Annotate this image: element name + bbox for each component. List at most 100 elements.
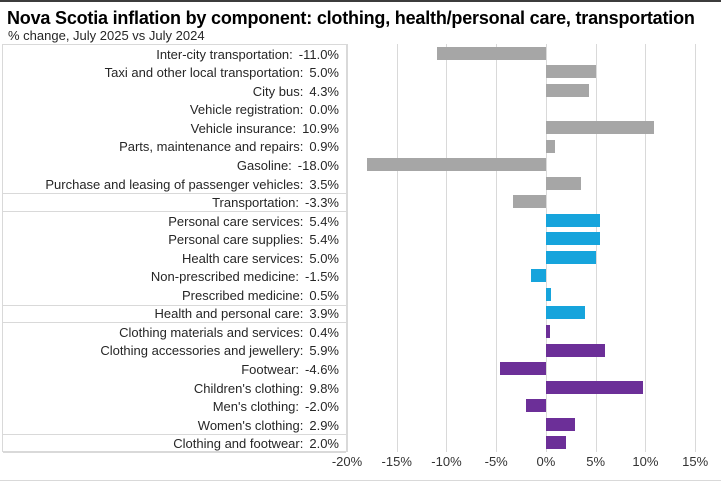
category-row-non-prescribed-medicine: Non-prescribed medicine: -1.5% bbox=[3, 268, 346, 287]
category-label: Prescribed medicine: bbox=[181, 287, 304, 303]
category-label: Health care services: bbox=[181, 250, 304, 266]
x-axis-tick: 15% bbox=[682, 454, 709, 469]
category-row-parts-maintenance-and-repairs: Parts, maintenance and repairs: 0.9% bbox=[3, 138, 346, 157]
bar-inter-city-transportation bbox=[436, 46, 546, 60]
category-value: 5.9% bbox=[309, 343, 339, 359]
category-label: Inter-city transportation: bbox=[156, 46, 293, 62]
category-value: 9.8% bbox=[309, 380, 339, 396]
category-value: 4.3% bbox=[309, 83, 339, 99]
bar-personal-care-services bbox=[545, 213, 600, 227]
category-label: Gasoline: bbox=[236, 158, 292, 174]
category-value: 5.0% bbox=[309, 250, 339, 266]
gridline-0% bbox=[545, 44, 547, 452]
bar-women-s-clothing bbox=[545, 417, 575, 431]
chart-subtitle: % change, July 2025 vs July 2024 bbox=[8, 28, 205, 43]
bar-health-and-personal-care bbox=[545, 306, 585, 320]
bar-clothing-materials-and-services bbox=[545, 324, 550, 338]
category-row-purchase-and-leasing-of-passenger-vehicles: Purchase and leasing of passenger vehicl… bbox=[3, 175, 346, 194]
bar-gasoline bbox=[366, 158, 546, 172]
category-row-taxi-and-other-local-transportation: Taxi and other local transportation: 5.0% bbox=[3, 64, 346, 83]
bar-purchase-and-leasing-of-passenger-vehicles bbox=[545, 176, 581, 190]
category-label: Children's clothing: bbox=[193, 380, 304, 396]
category-row-children-s-clothing: Children's clothing: 9.8% bbox=[3, 379, 346, 398]
category-row-city-bus: City bus: 4.3% bbox=[3, 82, 346, 101]
bar-city-bus bbox=[545, 83, 589, 97]
x-axis-tick: 10% bbox=[632, 454, 659, 469]
category-label: Purchase and leasing of passenger vehicl… bbox=[45, 176, 304, 192]
category-value: 3.5% bbox=[309, 176, 339, 192]
category-value: -4.6% bbox=[305, 362, 339, 378]
category-label: Health and personal care: bbox=[154, 306, 304, 322]
gridline--5% bbox=[496, 44, 498, 452]
category-value: 5.4% bbox=[309, 213, 339, 229]
bar-clothing-and-footwear bbox=[545, 436, 566, 450]
category-value: 3.9% bbox=[309, 306, 339, 322]
bar-vehicle-insurance bbox=[545, 120, 655, 134]
gridline-5% bbox=[595, 44, 597, 452]
category-label: Taxi and other local transportation: bbox=[104, 65, 304, 81]
category-label: Vehicle registration: bbox=[189, 102, 304, 118]
category-row-inter-city-transportation: Inter-city transportation: -11.0% bbox=[3, 45, 346, 64]
category-labels-box: Inter-city transportation: -11.0% Taxi and… bbox=[2, 44, 347, 453]
category-value: 5.0% bbox=[309, 65, 339, 81]
bar-clothing-accessories-and-jewellery bbox=[545, 343, 605, 357]
category-row-clothing-materials-and-services: Clothing materials and services: 0.4% bbox=[3, 323, 346, 342]
category-row-vehicle-insurance: Vehicle insurance: 10.9% bbox=[3, 119, 346, 138]
category-label: Vehicle insurance: bbox=[190, 120, 297, 136]
category-value: 0.0% bbox=[309, 102, 339, 118]
category-label: Footwear: bbox=[241, 362, 300, 378]
gridline--15% bbox=[396, 44, 398, 452]
bar-health-care-services bbox=[545, 250, 596, 264]
category-row-clothing-accessories-and-jewellery: Clothing accessories and jewellery: 5.9% bbox=[3, 342, 346, 361]
category-row-personal-care-services: Personal care services: 5.4% bbox=[3, 212, 346, 231]
category-label: Men's clothing: bbox=[212, 399, 300, 415]
category-row-footwear: Footwear: -4.6% bbox=[3, 360, 346, 379]
category-value: -18.0% bbox=[297, 158, 339, 174]
x-axis-tick: -5% bbox=[484, 454, 508, 469]
plot-area bbox=[347, 44, 719, 452]
bar-transportation bbox=[513, 195, 546, 209]
category-row-health-care-services: Health care services: 5.0% bbox=[3, 249, 346, 268]
category-value: 5.4% bbox=[309, 232, 339, 248]
category-label: Transportation: bbox=[212, 195, 300, 211]
category-row-transportation: Transportation: -3.3% bbox=[3, 193, 346, 212]
category-value: 2.0% bbox=[309, 436, 339, 452]
bar-children-s-clothing bbox=[545, 380, 644, 394]
x-axis: -20% -15% -10% -5% 0% 5% 10% 15% bbox=[332, 454, 719, 474]
category-label: Clothing materials and services: bbox=[119, 324, 304, 340]
x-axis-tick: 0% bbox=[536, 454, 556, 469]
x-axis-tick: 5% bbox=[586, 454, 606, 469]
category-label: Clothing and footwear: bbox=[173, 436, 304, 452]
category-label: Clothing accessories and jewellery: bbox=[100, 343, 304, 359]
gridline-15% bbox=[695, 44, 697, 452]
bar-parts-maintenance-and-repairs bbox=[545, 139, 555, 153]
bar-non-prescribed-medicine bbox=[531, 269, 546, 283]
category-row-gasoline: Gasoline: -18.0% bbox=[3, 156, 346, 175]
chart-title: Nova Scotia inflation by component: clot… bbox=[7, 8, 695, 28]
category-value: 0.5% bbox=[309, 287, 339, 303]
category-value: 0.4% bbox=[309, 324, 339, 340]
category-row-clothing-and-footwear: Clothing and footwear: 2.0% bbox=[3, 434, 346, 453]
category-value: -11.0% bbox=[298, 46, 339, 62]
category-value: 10.9% bbox=[302, 120, 339, 136]
category-value: 0.9% bbox=[309, 139, 339, 155]
bar-taxi-and-other-local-transportation bbox=[545, 65, 596, 79]
bar-men-s-clothing bbox=[526, 399, 546, 413]
category-label: Parts, maintenance and repairs: bbox=[119, 139, 304, 155]
gridline-10% bbox=[645, 44, 647, 452]
gridline--20% bbox=[347, 44, 348, 452]
bar-prescribed-medicine bbox=[545, 287, 551, 301]
x-axis-tick: -15% bbox=[381, 454, 412, 469]
category-row-women-s-clothing: Women's clothing: 2.9% bbox=[3, 416, 346, 435]
category-row-personal-care-supplies: Personal care supplies: 5.4% bbox=[3, 230, 346, 249]
category-row-prescribed-medicine: Prescribed medicine: 0.5% bbox=[3, 286, 346, 305]
gridline--10% bbox=[446, 44, 448, 452]
category-row-health-and-personal-care: Health and personal care: 3.9% bbox=[3, 304, 346, 324]
category-value: -1.5% bbox=[305, 269, 339, 285]
x-axis-tick: -20% bbox=[331, 454, 363, 469]
category-label: Personal care services: bbox=[168, 213, 304, 229]
category-label: Non-prescribed medicine: bbox=[150, 269, 300, 285]
category-label: City bus: bbox=[252, 83, 304, 99]
category-label: Women's clothing: bbox=[197, 417, 304, 433]
